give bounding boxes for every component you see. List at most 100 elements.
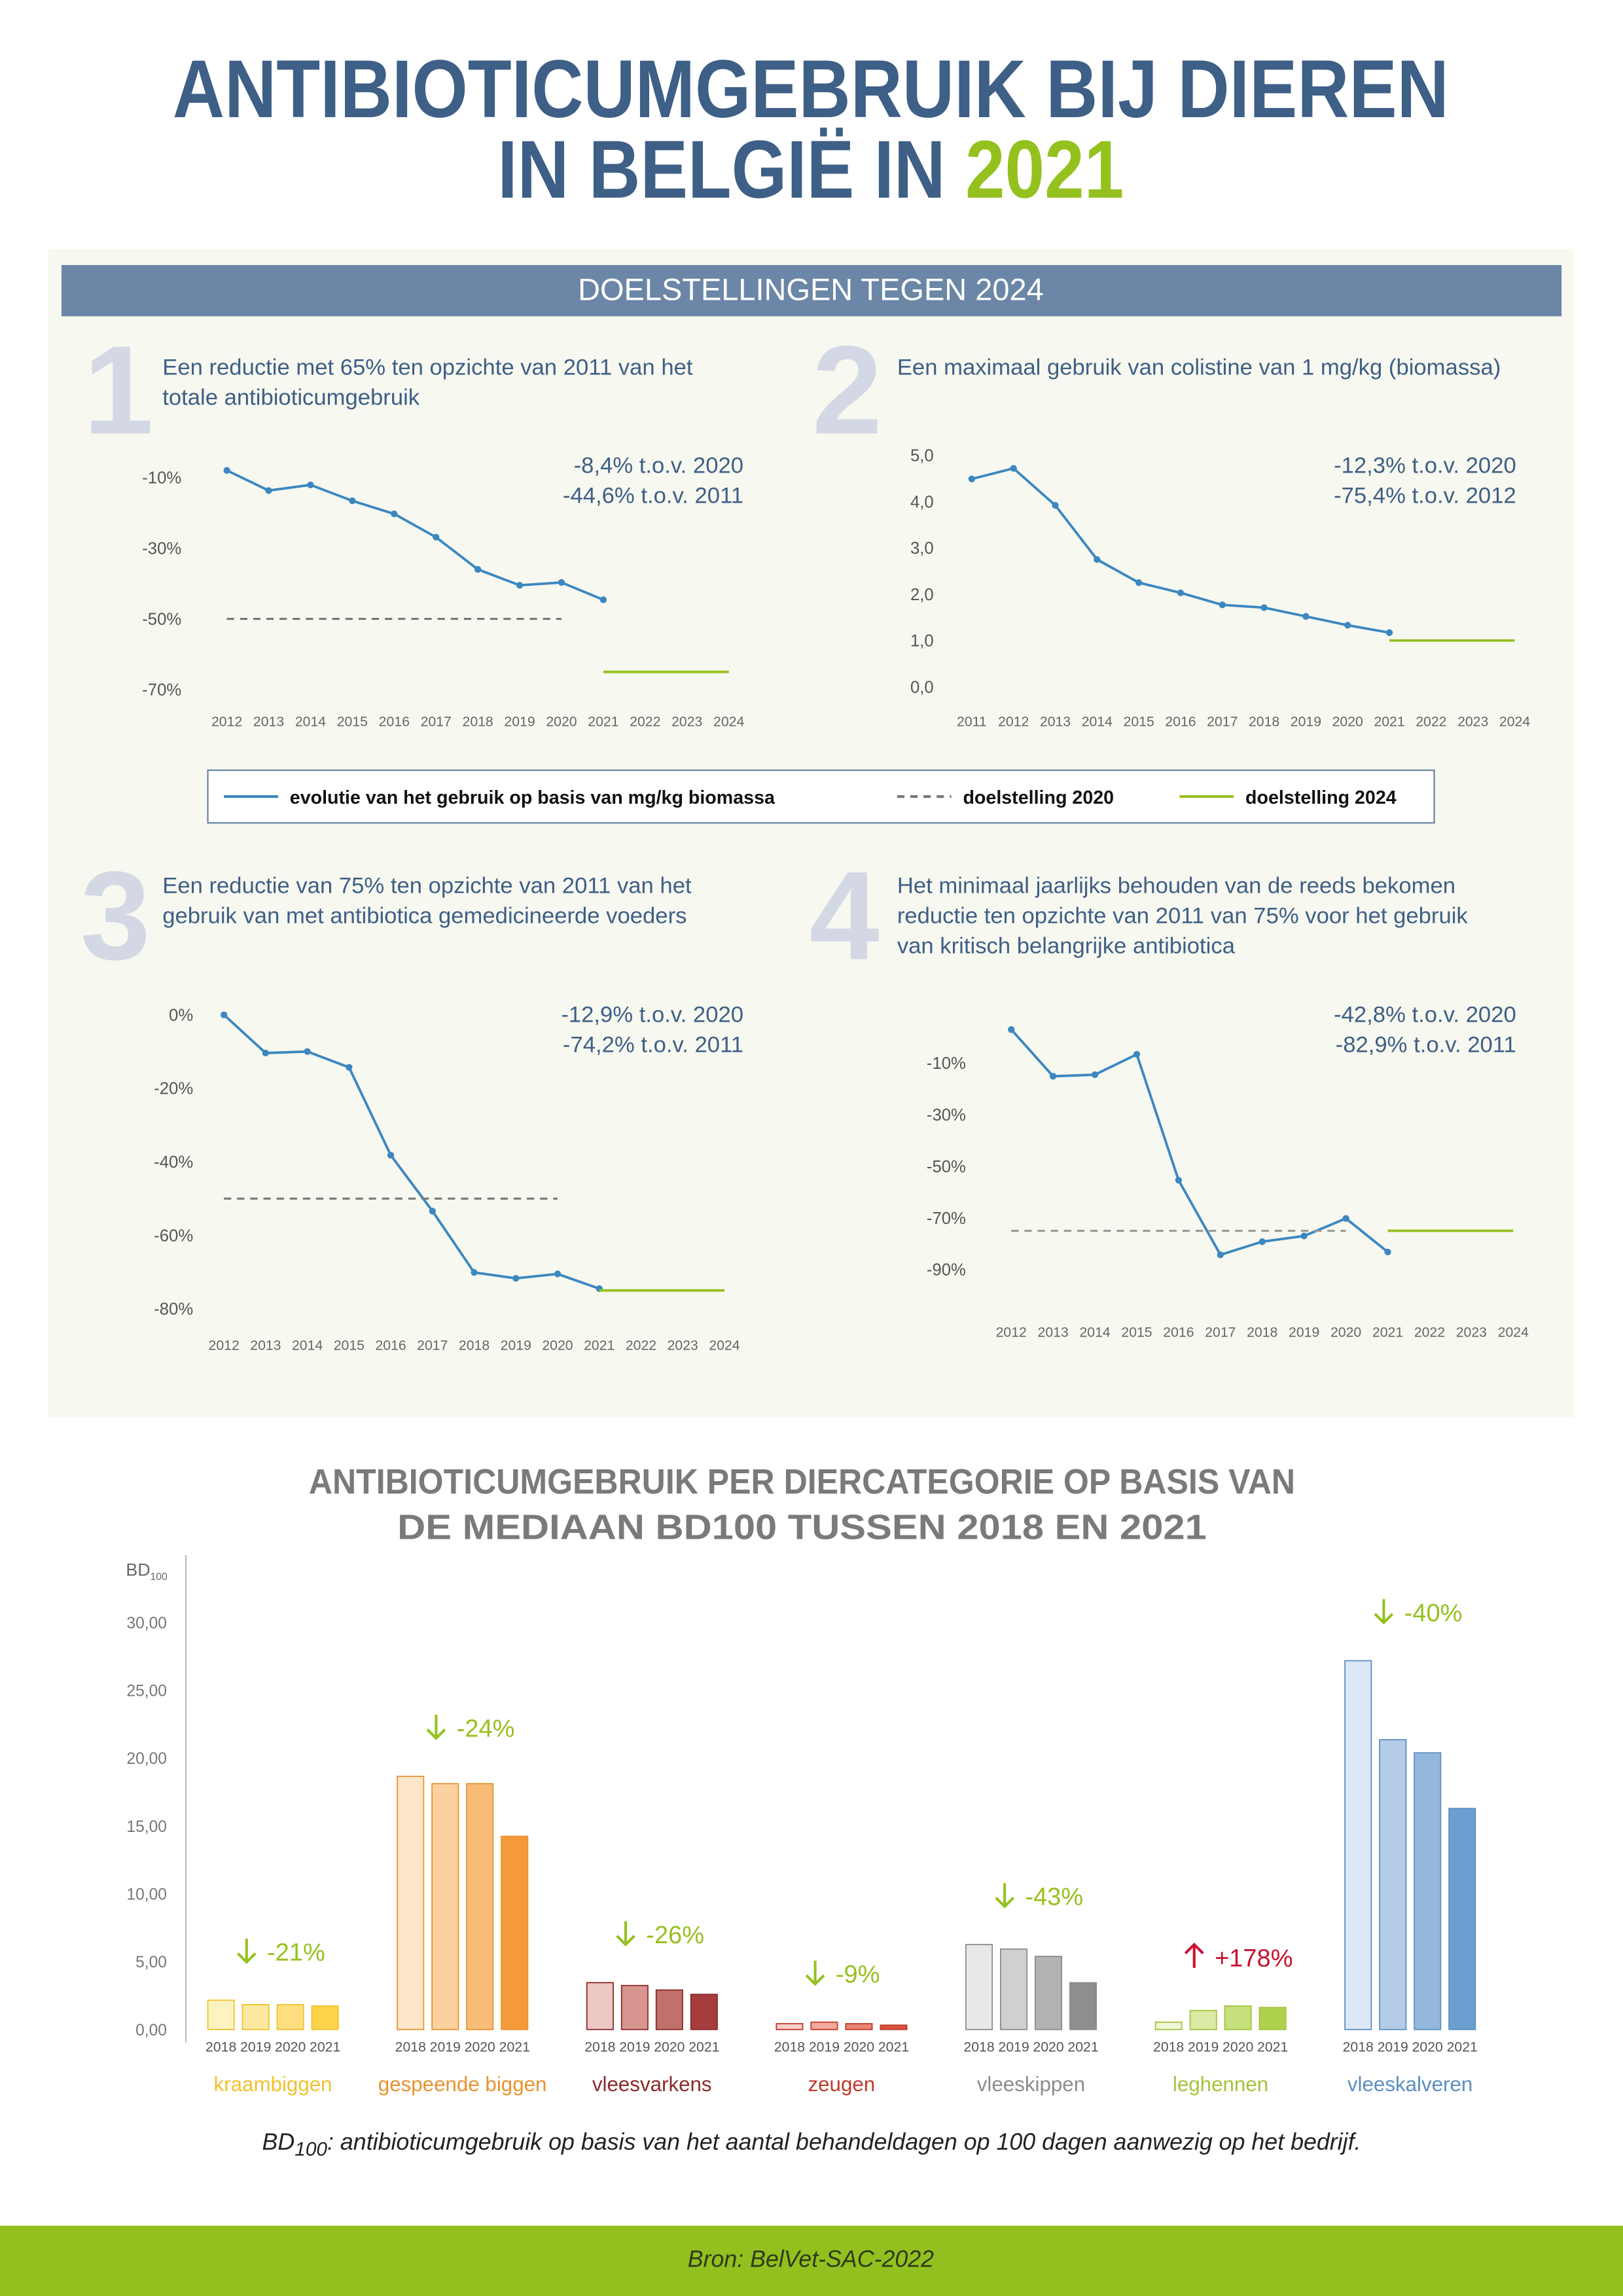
x-tick-label: 2023 [1457, 714, 1488, 730]
point [1344, 622, 1351, 629]
year-label: 2020 [1033, 2039, 1063, 2054]
x-tick-label: 2021 [1374, 714, 1404, 730]
x-tick-label: 2023 [668, 1338, 698, 1354]
x-tick-label: 2020 [1332, 714, 1363, 730]
x-tick-label: 2024 [1499, 714, 1530, 730]
x-tick-label: 2016 [1163, 1325, 1194, 1340]
point [304, 1048, 311, 1055]
category-label: vleeskippen [976, 2072, 1086, 2096]
x-tick-label: 2018 [459, 1338, 490, 1354]
point [265, 487, 272, 494]
point [1385, 629, 1393, 636]
y-axis-label: BD100 [126, 1560, 168, 1583]
bar [431, 1783, 459, 2030]
point [391, 510, 398, 518]
annotation: -44,6% t.o.v. 2011 [563, 483, 743, 508]
year-label: 2018 [395, 2039, 426, 2054]
year-label: 2019 [240, 2039, 271, 2054]
x-tick-label: 2023 [1456, 1325, 1487, 1340]
x-tick-label: 2015 [334, 1338, 365, 1354]
footer [0, 2225, 1623, 2296]
change-label: -24% [457, 1715, 515, 1743]
x-tick-label: 2012 [209, 1338, 240, 1354]
y-tick-label: 1,0 [910, 632, 934, 651]
category-label: vleesvarkens [592, 2072, 712, 2096]
bar [1224, 2005, 1252, 2030]
x-tick-label: 2021 [1372, 1325, 1403, 1340]
point [968, 475, 976, 482]
chart-number: 3 [80, 845, 151, 986]
bar [655, 1989, 683, 2030]
x-tick-label: 2018 [1247, 1325, 1277, 1340]
point [349, 497, 356, 505]
source: Bron: BelVet-SAC-2022 [688, 2246, 934, 2272]
bar-chart-title: DE MEDIAAN BD100 TUSSEN 2018 EN 2021 [397, 1507, 1207, 1547]
x-tick-label: 2013 [250, 1338, 281, 1354]
bar [1379, 1739, 1407, 2030]
annotation: -75,4% t.o.v. 2012 [1334, 483, 1516, 508]
change-label: -26% [646, 1922, 704, 1949]
year-label: 2019 [430, 2039, 461, 2054]
point [1175, 1177, 1183, 1184]
x-tick-label: 2016 [379, 714, 410, 730]
y-tick-label: 10,00 [126, 1886, 167, 1903]
x-tick-label: 2017 [417, 1338, 448, 1354]
footnote-text: : antibioticumgebruik op basis van het a… [327, 2130, 1361, 2156]
y-tick-label: 20,00 [126, 1750, 167, 1768]
y-tick-label: 15,00 [126, 1818, 167, 1836]
y-axis-label-term: BD [126, 1560, 150, 1579]
trend-arrow [995, 1883, 1015, 1909]
x-tick-label: 2013 [253, 714, 284, 730]
category-label-box: gespeende biggen [378, 2072, 547, 2096]
year-label: 2021 [1257, 2039, 1288, 2054]
point [1177, 589, 1185, 596]
point [1217, 1251, 1224, 1259]
trend-arrow [805, 1960, 825, 1986]
point [223, 467, 230, 474]
x-tick-label: 2024 [709, 1338, 740, 1354]
point [1052, 501, 1059, 509]
year-label: 2019 [809, 2039, 840, 2054]
bar [311, 2005, 339, 2030]
y-tick-label: -20% [154, 1080, 193, 1098]
chart-heading: Een reductie van 75% ten opzichte van 20… [162, 874, 692, 899]
x-tick-label: 2020 [546, 714, 577, 730]
x-tick-label: 2024 [713, 714, 744, 730]
year-label: 2021 [1447, 2039, 1478, 2054]
bar [690, 1994, 718, 2030]
year-label: 2019 [1378, 2039, 1408, 2054]
year-label: 2021 [688, 2039, 719, 2054]
evolution-line [1010, 1028, 1389, 1257]
bar [241, 2003, 270, 2030]
point [1094, 556, 1101, 563]
year-label: 2020 [275, 2039, 306, 2054]
trend-arrow [1184, 1943, 1204, 1968]
bar [776, 2023, 804, 2030]
point [1219, 601, 1226, 609]
banner-text: DOELSTELLINGEN TEGEN 2024 [578, 272, 1044, 307]
year-label: 2018 [205, 2039, 236, 2054]
x-tick-label: 2018 [1249, 714, 1279, 730]
bar [397, 1776, 425, 2030]
x-tick-label: 2011 [957, 714, 987, 730]
x-tick-label: 2014 [295, 714, 326, 730]
year-label: 2020 [1412, 2039, 1443, 2054]
x-tick-label: 2021 [584, 1338, 615, 1354]
point [558, 579, 565, 586]
chart-heading: van kritisch belangrijke antibiotica [897, 933, 1236, 958]
footnote: BD100: antibioticumgebruik op basis van … [117, 2130, 1506, 2160]
category-label-box: vleeskippen [976, 2072, 1086, 2096]
bar [1035, 1956, 1063, 2030]
category-label-box: leghennen [1173, 2072, 1268, 2096]
annotation: -42,8% t.o.v. 2020 [1334, 1003, 1516, 1028]
point [221, 1011, 228, 1018]
point [1010, 465, 1017, 472]
legend-label: doelstelling 2024 [1245, 787, 1397, 808]
point [474, 565, 482, 573]
y-tick-label: -50% [927, 1158, 966, 1176]
footnote-term: BD [262, 2130, 295, 2156]
y-tick-label: 5,0 [910, 447, 934, 465]
x-tick-label: 2019 [504, 714, 535, 730]
chart-heading: Een reductie met 65% ten opzichte van 20… [162, 355, 693, 380]
annotation: -12,9% t.o.v. 2020 [561, 1003, 743, 1028]
